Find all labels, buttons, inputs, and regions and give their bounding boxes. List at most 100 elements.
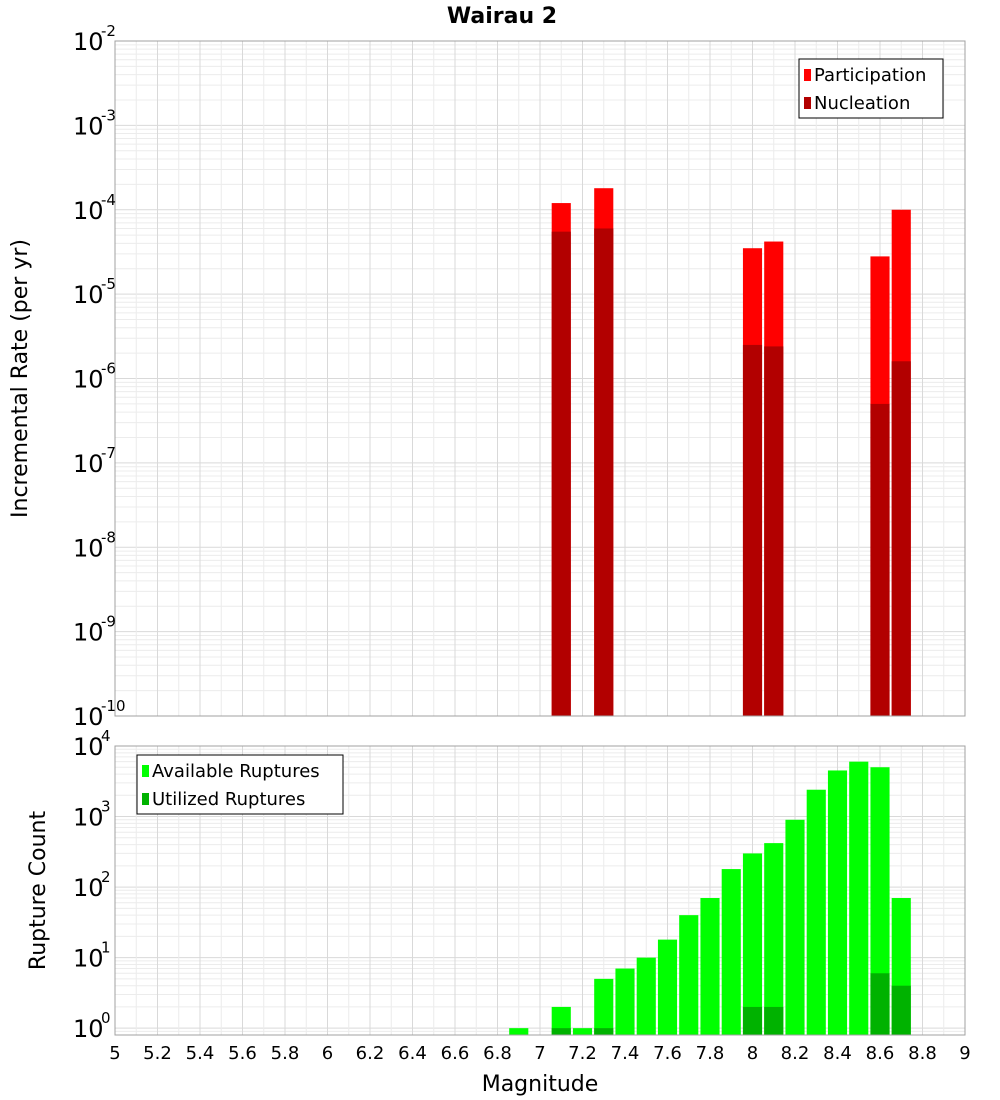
count-bar-available-ruptures: [742, 853, 763, 1035]
count-bar-available-ruptures: [594, 978, 614, 1035]
x-tick-label: 7.6: [653, 1043, 682, 1064]
y-tick-base: 10: [73, 804, 104, 832]
y-tick-base: 10: [73, 619, 104, 647]
x-tick-label: 7: [534, 1043, 545, 1064]
y-tick-base: 10: [73, 945, 104, 973]
legend-label: Utilized Ruptures: [152, 789, 305, 810]
count-bar-available-ruptures: [509, 1028, 529, 1035]
x-tick-label: 8.6: [866, 1043, 895, 1064]
legend-label: Participation: [814, 65, 926, 86]
text-layer: 10-210-310-410-510-610-710-810-910-10Wai…: [8, 4, 971, 1097]
y-tick-base: 10: [73, 112, 104, 140]
count-bar-utilized-ruptures: [870, 973, 890, 1035]
count-bar-utilized-ruptures: [742, 1006, 763, 1035]
count-bar-available-ruptures: [657, 939, 678, 1035]
x-tick-label: 5.2: [143, 1043, 172, 1064]
frame-layer: [114, 40, 966, 1036]
y-tick-label: 10-3: [73, 106, 116, 140]
legend: Available Ruptures Utilized Ruptures: [136, 754, 344, 815]
chart-title: Wairau 2: [447, 4, 557, 29]
y-tick-exponent: 1: [101, 939, 111, 957]
y-tick-exponent: 3: [101, 798, 111, 816]
x-tick-label: 7.8: [696, 1043, 725, 1064]
y-tick-exponent: 4: [101, 727, 111, 745]
count-bar-utilized-ruptures: [594, 1028, 614, 1035]
y-tick-exponent: 2: [101, 868, 111, 886]
y-tick-exponent: -2: [101, 22, 116, 40]
legend-swatch: [804, 69, 811, 81]
count-bar-utilized-ruptures: [551, 1028, 571, 1035]
y-tick-base: 10: [73, 450, 104, 478]
legend-swatch: [142, 793, 149, 805]
x-tick-label: 5.4: [186, 1043, 215, 1064]
y-tick-exponent: -7: [101, 444, 116, 462]
count-bar-available-ruptures: [615, 968, 635, 1035]
y-tick-base: 10: [73, 733, 104, 761]
y-tick-base: 10: [73, 281, 104, 309]
x-axis-label: Magnitude: [482, 1072, 599, 1097]
legend: Participation Nucleation: [798, 58, 944, 119]
y-tick-base: 10: [73, 28, 104, 56]
y-tick-label: 10-5: [73, 275, 116, 309]
bars-layer: [509, 188, 911, 1035]
x-tick-label: 5.8: [271, 1043, 300, 1064]
count-bar-utilized-ruptures: [891, 985, 911, 1035]
y-tick-base: 10: [73, 1015, 104, 1043]
count-bar-available-ruptures: [827, 770, 848, 1035]
y-tick-exponent: -6: [101, 360, 116, 378]
legend-label: Nucleation: [814, 93, 910, 114]
legend-box: [798, 58, 944, 119]
rate-bar-nucleation: [870, 403, 890, 716]
legend-box: [136, 754, 344, 815]
y-tick-label: 100: [73, 1009, 111, 1043]
x-tick-label: 7.2: [568, 1043, 597, 1064]
x-tick-label: 6.6: [441, 1043, 470, 1064]
x-tick-label: 7.4: [611, 1043, 640, 1064]
count-bar-available-ruptures: [806, 789, 826, 1035]
y-tick-exponent: -4: [101, 191, 116, 209]
y-tick-label: 104: [73, 727, 111, 761]
y-tick-label: 10-7: [73, 444, 116, 478]
plot-frame: [114, 745, 966, 1036]
x-tick-label: 8.4: [823, 1043, 852, 1064]
y-tick-label: 10-2: [73, 22, 116, 56]
y-tick-label: 102: [73, 868, 111, 902]
y-tick-label: 10-4: [73, 191, 116, 225]
rate-bar-nucleation: [594, 228, 614, 716]
count-bar-available-ruptures: [849, 761, 869, 1035]
x-tick-label: 8: [747, 1043, 758, 1064]
legend-layer: Participation Nucleation Available Rupture…: [136, 58, 944, 815]
legend-swatch: [804, 97, 811, 109]
y-tick-exponent: -8: [101, 528, 116, 546]
x-tick-label: 6.4: [398, 1043, 427, 1064]
y-tick-base: 10: [73, 197, 104, 225]
x-tick-label: 8.8: [908, 1043, 937, 1064]
count-bar-available-ruptures: [679, 915, 699, 1035]
y-tick-label: 101: [73, 939, 111, 973]
rate-bar-nucleation: [764, 346, 784, 716]
y-tick-exponent: 0: [101, 1009, 111, 1027]
x-tick-label: 8.2: [781, 1043, 810, 1064]
rate-bar-nucleation: [891, 361, 911, 716]
count-bar-available-ruptures: [572, 1028, 593, 1035]
legend-swatch: [142, 765, 149, 777]
count-bar-available-ruptures: [785, 819, 805, 1035]
y-axis-label: Rupture Count: [26, 811, 51, 971]
y-tick-base: 10: [73, 534, 104, 562]
y-axis-label: Incremental Rate (per yr): [8, 239, 33, 518]
y-tick-label: 103: [73, 798, 111, 832]
y-tick-label: 10-8: [73, 528, 116, 562]
count-bar-available-ruptures: [870, 767, 890, 1035]
count-bar-available-ruptures: [700, 898, 720, 1035]
y-tick-base: 10: [73, 874, 104, 902]
x-tick-label: 5: [109, 1043, 120, 1064]
y-tick-label: 10-6: [73, 360, 116, 394]
legend-label: Available Ruptures: [152, 761, 320, 782]
plot-frame: [114, 40, 966, 717]
count-bar-utilized-ruptures: [764, 1006, 784, 1035]
count-bar-available-ruptures: [636, 957, 656, 1035]
count-bar-available-ruptures: [551, 1006, 571, 1035]
count-bar-available-ruptures: [764, 843, 784, 1035]
